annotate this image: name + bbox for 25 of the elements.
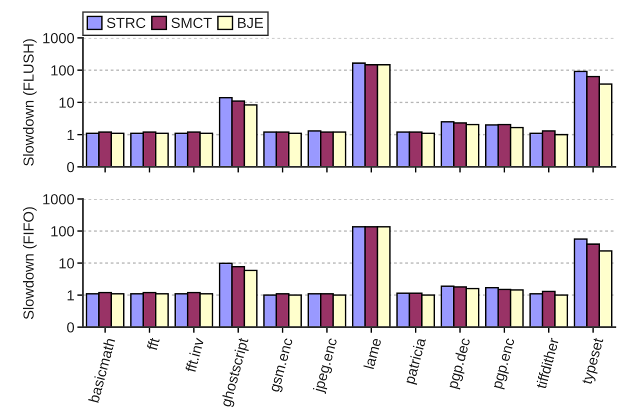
y-tick-label: 1000 xyxy=(43,33,74,44)
x-tick-label: tiffdither xyxy=(535,337,560,390)
y-axis-title: Slowdown (FLUSH) xyxy=(23,39,37,166)
x-tick-label: patricia xyxy=(404,336,429,385)
y-axis-title: Slowdown (FIFO) xyxy=(23,207,37,320)
y-tick-label: 1 xyxy=(68,130,74,140)
legend-label: STRC xyxy=(106,18,146,28)
y-tick-label: 1 xyxy=(68,290,74,300)
x-tick-label: typeset xyxy=(582,337,606,386)
x-tick-label: pgp.enc xyxy=(494,338,518,390)
x-tick-label: lame xyxy=(363,337,382,370)
y-tick-label: 10 xyxy=(60,97,74,108)
x-tick-label: gsm.enc xyxy=(271,338,296,394)
y-tick-label: 1000 xyxy=(43,194,74,204)
y-tick-label: 10 xyxy=(60,258,74,268)
x-tick-label: jpeg.enc xyxy=(312,337,340,394)
y-tick-label: 100 xyxy=(51,65,74,76)
legend-label: SMCT xyxy=(171,18,212,28)
x-tick-label: fft.inv xyxy=(184,336,204,373)
y-tick-label: 0 xyxy=(67,322,74,333)
y-tick-label: 100 xyxy=(51,226,74,236)
x-tick-label: fft xyxy=(146,336,160,351)
y-tick-label: 0 xyxy=(67,162,74,172)
x-tick-label: pgp.dec xyxy=(446,337,474,390)
legend-label: BJE xyxy=(238,18,263,28)
